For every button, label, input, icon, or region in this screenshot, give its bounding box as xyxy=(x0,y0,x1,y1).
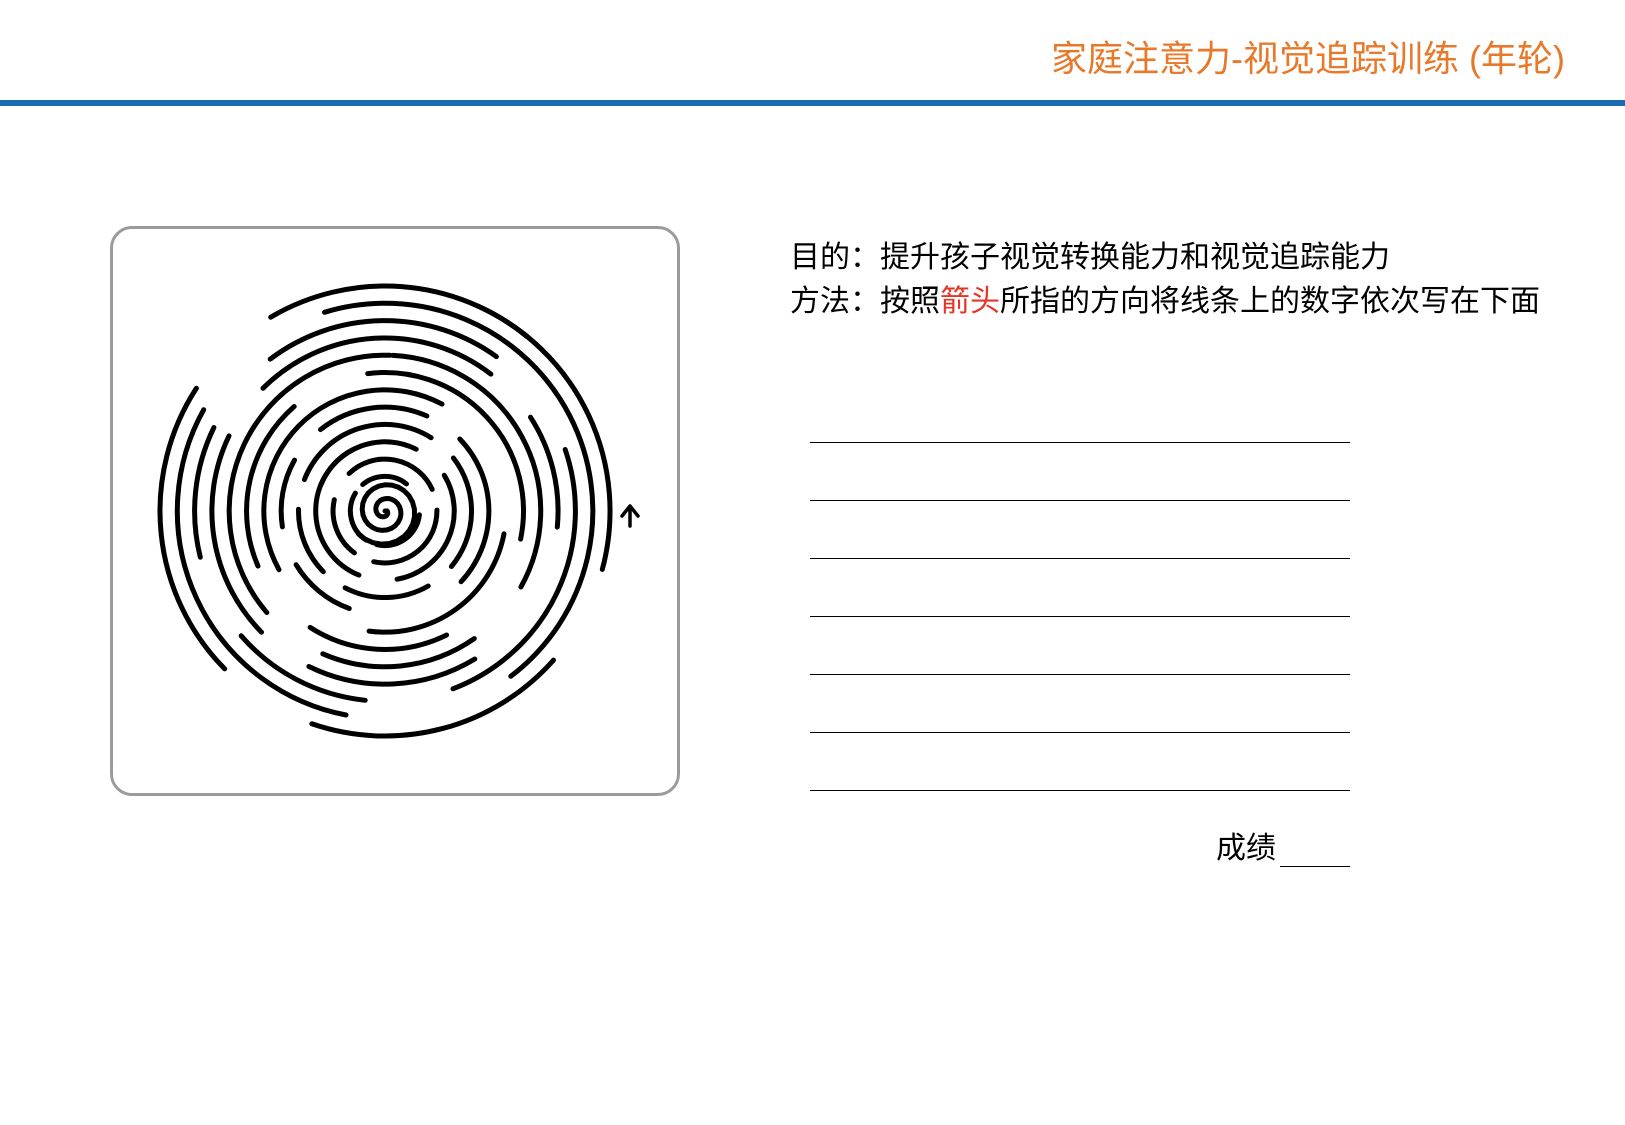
purpose-text: 提升孩子视觉转换能力和视觉追踪能力 xyxy=(880,241,1390,274)
answer-line[interactable] xyxy=(810,451,1350,501)
answer-line[interactable] xyxy=(810,509,1350,559)
page-title: 家庭注意力-视觉追踪训练 (年轮) xyxy=(0,30,1565,82)
answer-line[interactable] xyxy=(810,683,1350,733)
method-highlight: 箭头 xyxy=(940,285,1000,318)
content-row: 目的：提升孩子视觉转换能力和视觉追踪能力 方法：按照箭头所指的方向将线条上的数字… xyxy=(0,106,1625,867)
worksheet-page: 家庭注意力-视觉追踪训练 (年轮) 目的：提升孩子视觉转换能力和视觉追踪能力 方… xyxy=(0,0,1625,1125)
purpose-label: 目的： xyxy=(790,241,880,274)
header: 家庭注意力-视觉追踪训练 (年轮) xyxy=(0,0,1625,82)
spiral-maze-icon xyxy=(135,251,655,771)
answer-line[interactable] xyxy=(810,625,1350,675)
answer-line[interactable] xyxy=(810,741,1350,791)
score-blank[interactable] xyxy=(1280,866,1350,867)
instructions-column: 目的：提升孩子视觉转换能力和视觉追踪能力 方法：按照箭头所指的方向将线条上的数字… xyxy=(790,226,1555,867)
maze-frame xyxy=(110,226,680,796)
score-row: 成绩 xyxy=(790,823,1350,867)
score-label: 成绩 xyxy=(1216,832,1276,865)
method-prefix: 方法：按照 xyxy=(790,285,940,318)
instructions-text: 目的：提升孩子视觉转换能力和视觉追踪能力 方法：按照箭头所指的方向将线条上的数字… xyxy=(790,236,1555,323)
method-suffix: 所指的方向将线条上的数字依次写在下面 xyxy=(1000,285,1540,318)
answer-lines xyxy=(810,393,1350,791)
answer-line[interactable] xyxy=(810,393,1350,443)
answer-line[interactable] xyxy=(810,567,1350,617)
maze-column xyxy=(110,226,680,867)
